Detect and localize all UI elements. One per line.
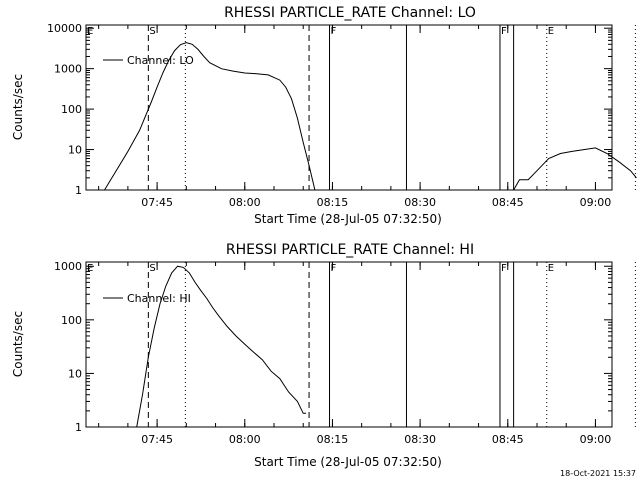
y-tick-label: 10000 (47, 22, 82, 35)
x-tick-label: 08:45 (492, 433, 524, 446)
x-tick-label: 08:15 (317, 433, 349, 446)
event-marker-label: E (548, 263, 554, 274)
x-tick-label: 07:45 (141, 433, 173, 446)
panel-lo-legend-label: Channel: LO (127, 54, 194, 67)
panel-lo-title: RHESSI PARTICLE_RATE Channel: LO (224, 5, 476, 21)
event-marker-label: E (548, 26, 554, 37)
x-tick-label: 08:45 (492, 196, 524, 209)
y-tick-label: 100 (61, 314, 82, 327)
x-tick-label: 09:00 (580, 433, 612, 446)
panel-hi-plot-area (85, 261, 613, 428)
event-marker-label: F (501, 26, 507, 37)
y-tick-label: 1000 (54, 63, 82, 76)
panel-lo: RHESSI PARTICLE_RATE Channel: LO E S F F E 1… (11, 5, 637, 226)
event-marker-label: F (331, 263, 337, 274)
panel-hi-x-label: Start Time (28-Jul-05 07:32:50) (254, 455, 442, 469)
panel-hi-y-label: Counts/sec (11, 311, 25, 377)
event-marker-label: F (501, 263, 507, 274)
x-tick-label: 08:30 (404, 196, 436, 209)
event-marker-label: F (331, 26, 337, 37)
y-tick-label: 1 (75, 184, 82, 197)
x-tick-label: 08:15 (317, 196, 349, 209)
panel-hi-title: RHESSI PARTICLE_RATE Channel: HI (226, 242, 474, 258)
panel-lo-y-ticks: 1 10 100 1000 10000 (47, 22, 612, 197)
y-tick-label: 1 (75, 421, 82, 434)
x-tick-label: 08:30 (404, 433, 436, 446)
y-tick-label: 10 (68, 367, 82, 380)
event-marker-label: E (87, 263, 93, 274)
event-marker-label: S (149, 26, 155, 37)
y-tick-label: 10 (68, 144, 82, 157)
x-tick-label: 09:00 (580, 196, 612, 209)
panel-lo-y-label: Counts/sec (11, 74, 25, 140)
x-tick-label: 08:00 (229, 433, 261, 446)
x-tick-label: 08:00 (229, 196, 261, 209)
panel-lo-x-label: Start Time (28-Jul-05 07:32:50) (254, 212, 442, 226)
footer-timestamp: 18-Oct-2021 15:37 (560, 469, 636, 478)
panel-hi-legend-label: Channel: HI (127, 292, 191, 305)
panel-hi-x-ticks: 07:45 08:00 08:15 08:30 08:45 09:00 (98, 262, 612, 446)
x-tick-label: 07:45 (141, 196, 173, 209)
event-marker-label: E (87, 26, 93, 37)
panel-hi-series-line (136, 265, 307, 428)
event-marker-label: S (149, 263, 155, 274)
panel-lo-series-line (104, 42, 637, 191)
y-tick-label: 100 (61, 103, 82, 116)
panel-hi: RHESSI PARTICLE_RATE Channel: HI E S F F E 1… (11, 242, 636, 469)
panel-lo-x-ticks: 07:45 08:00 08:15 08:30 08:45 09:00 (98, 25, 612, 209)
panel-hi-y-ticks: 1 10 100 1000 (54, 260, 612, 434)
y-tick-label: 1000 (54, 260, 82, 273)
panel-lo-plot-area (85, 24, 613, 191)
